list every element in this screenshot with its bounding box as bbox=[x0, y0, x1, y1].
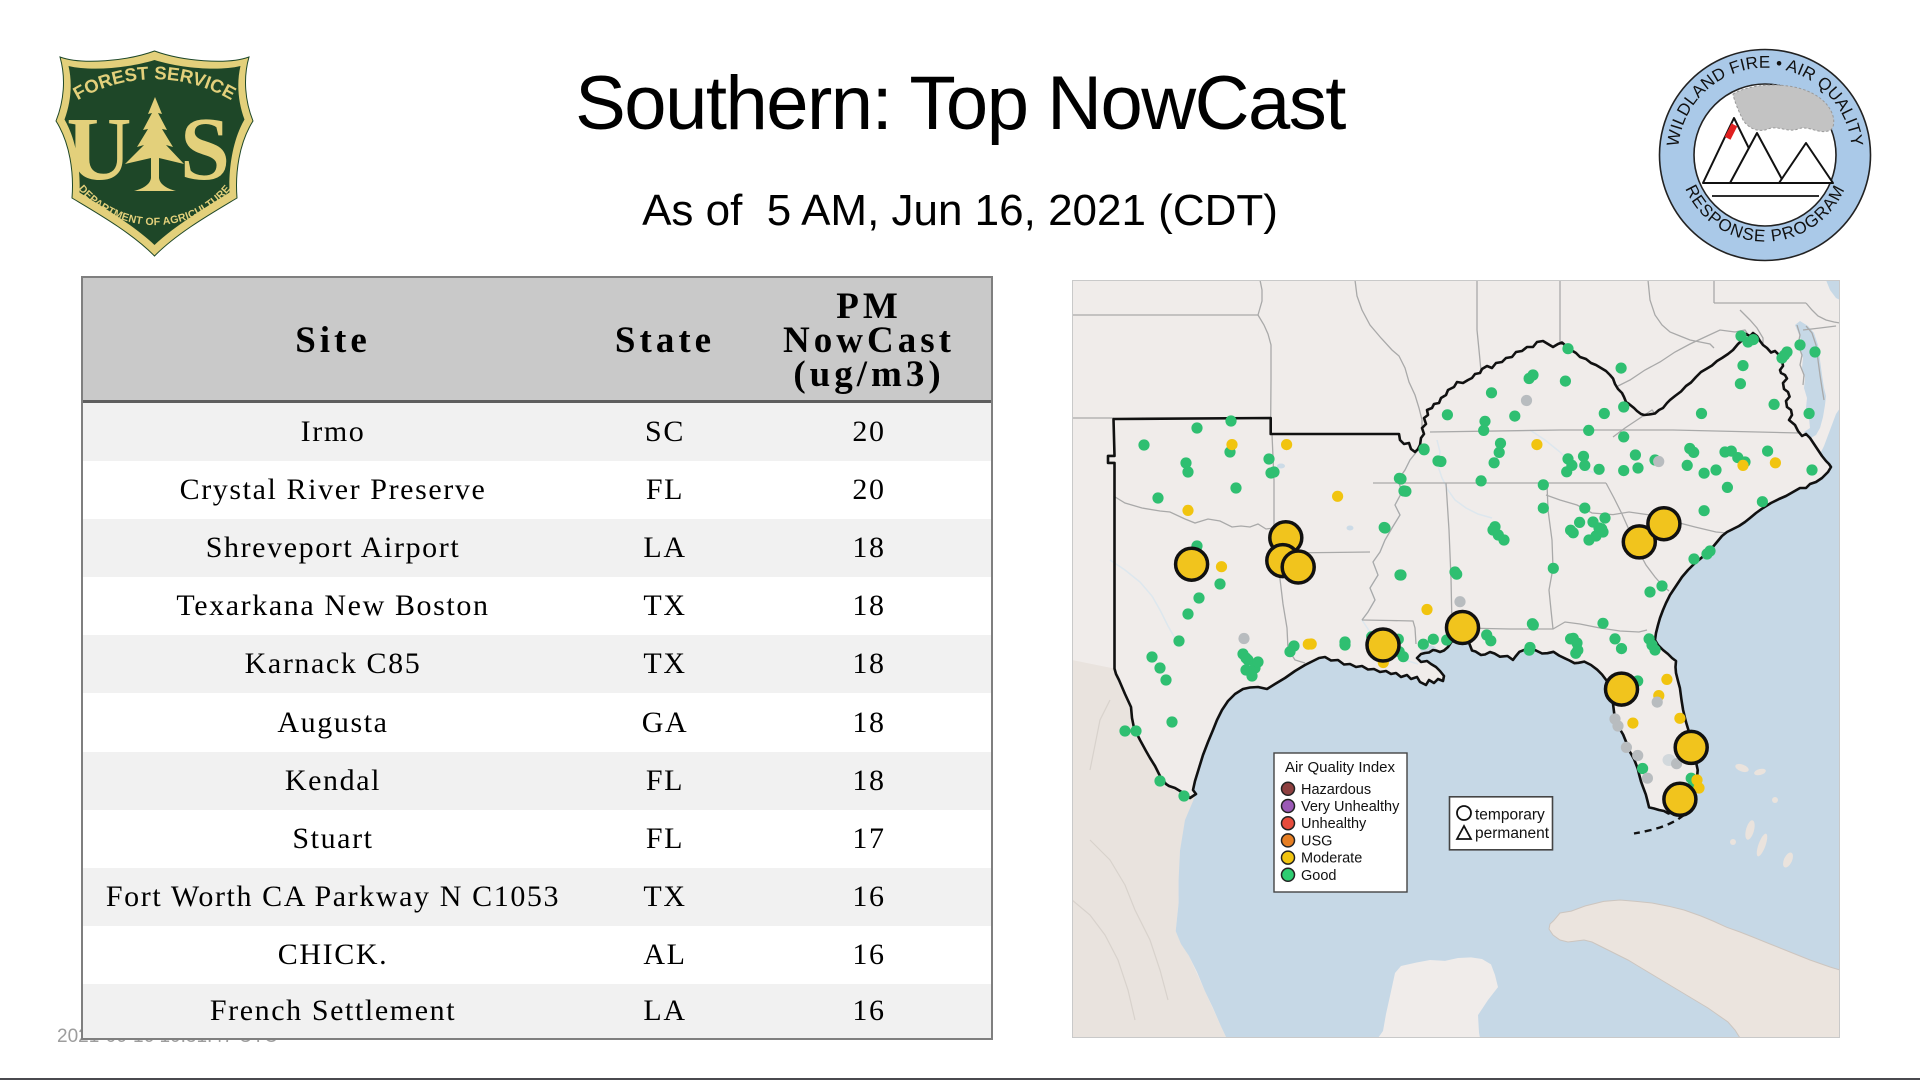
svg-text:Moderate: Moderate bbox=[1301, 851, 1362, 867]
svg-text:permanent: permanent bbox=[1475, 825, 1550, 842]
svg-text:Hazardous: Hazardous bbox=[1301, 782, 1371, 798]
svg-text:Good: Good bbox=[1301, 868, 1336, 884]
svg-text:U: U bbox=[67, 100, 132, 199]
svg-text:USG: USG bbox=[1301, 833, 1332, 849]
svg-text:Air Quality Index: Air Quality Index bbox=[1285, 759, 1396, 776]
svg-text:temporary: temporary bbox=[1475, 807, 1545, 824]
svg-text:Unhealthy: Unhealthy bbox=[1301, 816, 1367, 832]
svg-text:S: S bbox=[180, 100, 230, 199]
svg-text:Very Unhealthy: Very Unhealthy bbox=[1301, 799, 1400, 815]
